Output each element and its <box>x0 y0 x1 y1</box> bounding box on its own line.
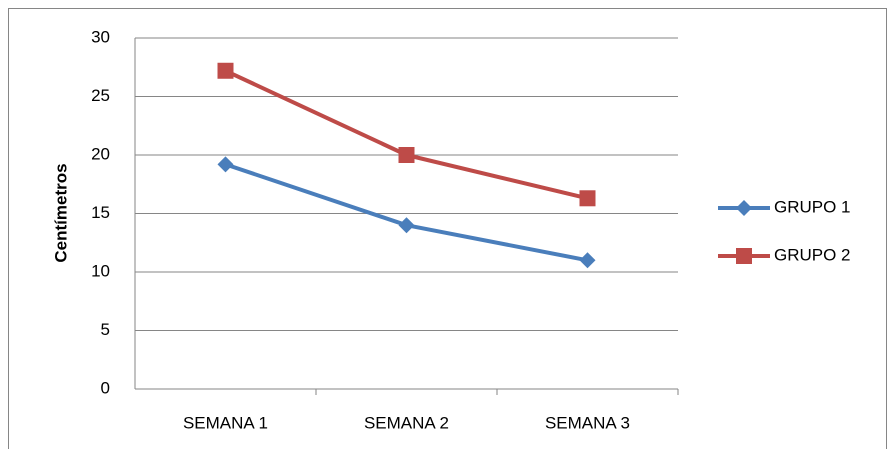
y-tick-label: 0 <box>101 378 110 397</box>
legend-marker <box>736 200 752 216</box>
series-line <box>224 162 588 263</box>
legend-label: GRUPO 2 <box>774 245 851 264</box>
x-tick-label: SEMANA 1 <box>183 413 268 432</box>
data-point <box>579 190 596 207</box>
legend-marker <box>736 248 752 264</box>
legend-label: GRUPO 1 <box>774 197 851 216</box>
y-tick-label: 5 <box>101 320 110 339</box>
y-tick-label: 10 <box>91 261 110 280</box>
series-line <box>224 68 588 201</box>
y-tick-label: 15 <box>91 203 110 222</box>
y-tick-label: 30 <box>91 27 110 46</box>
y-tick-label: 25 <box>91 86 110 105</box>
y-tick-label: 20 <box>91 144 110 163</box>
y-axis-label: Centímetros <box>51 163 70 262</box>
x-tick-label: SEMANA 3 <box>545 413 630 432</box>
data-point <box>217 156 234 173</box>
x-tick-label: SEMANA 2 <box>364 413 449 432</box>
chart-frame <box>8 8 887 449</box>
data-point <box>398 147 415 163</box>
data-point <box>579 252 596 269</box>
data-point <box>398 217 415 234</box>
data-point <box>217 62 234 79</box>
